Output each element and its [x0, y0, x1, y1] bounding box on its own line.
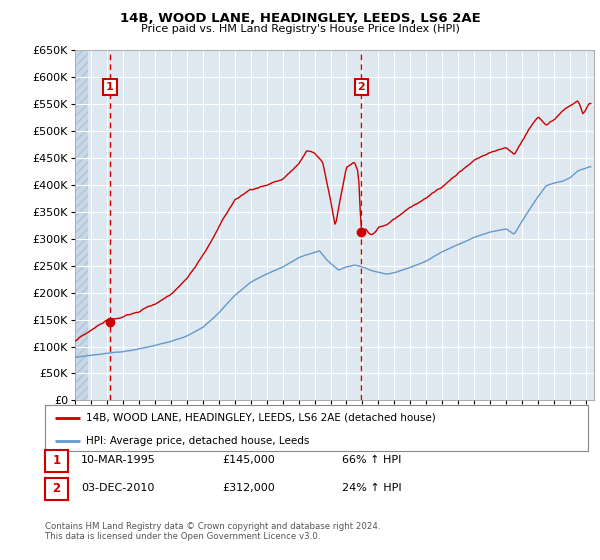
Text: HPI: Average price, detached house, Leeds: HPI: Average price, detached house, Leed…: [86, 436, 309, 446]
Text: £312,000: £312,000: [222, 483, 275, 493]
Text: 1: 1: [106, 82, 114, 92]
Text: £145,000: £145,000: [222, 455, 275, 465]
Text: 1: 1: [52, 454, 61, 468]
Text: 14B, WOOD LANE, HEADINGLEY, LEEDS, LS6 2AE: 14B, WOOD LANE, HEADINGLEY, LEEDS, LS6 2…: [119, 12, 481, 25]
Text: 2: 2: [52, 482, 61, 496]
Text: 66% ↑ HPI: 66% ↑ HPI: [342, 455, 401, 465]
Text: 03-DEC-2010: 03-DEC-2010: [81, 483, 154, 493]
Text: 10-MAR-1995: 10-MAR-1995: [81, 455, 156, 465]
Text: Price paid vs. HM Land Registry's House Price Index (HPI): Price paid vs. HM Land Registry's House …: [140, 24, 460, 34]
Text: Contains HM Land Registry data © Crown copyright and database right 2024.
This d: Contains HM Land Registry data © Crown c…: [45, 522, 380, 542]
Text: 24% ↑ HPI: 24% ↑ HPI: [342, 483, 401, 493]
Text: 14B, WOOD LANE, HEADINGLEY, LEEDS, LS6 2AE (detached house): 14B, WOOD LANE, HEADINGLEY, LEEDS, LS6 2…: [86, 413, 436, 423]
Text: 2: 2: [357, 82, 365, 92]
